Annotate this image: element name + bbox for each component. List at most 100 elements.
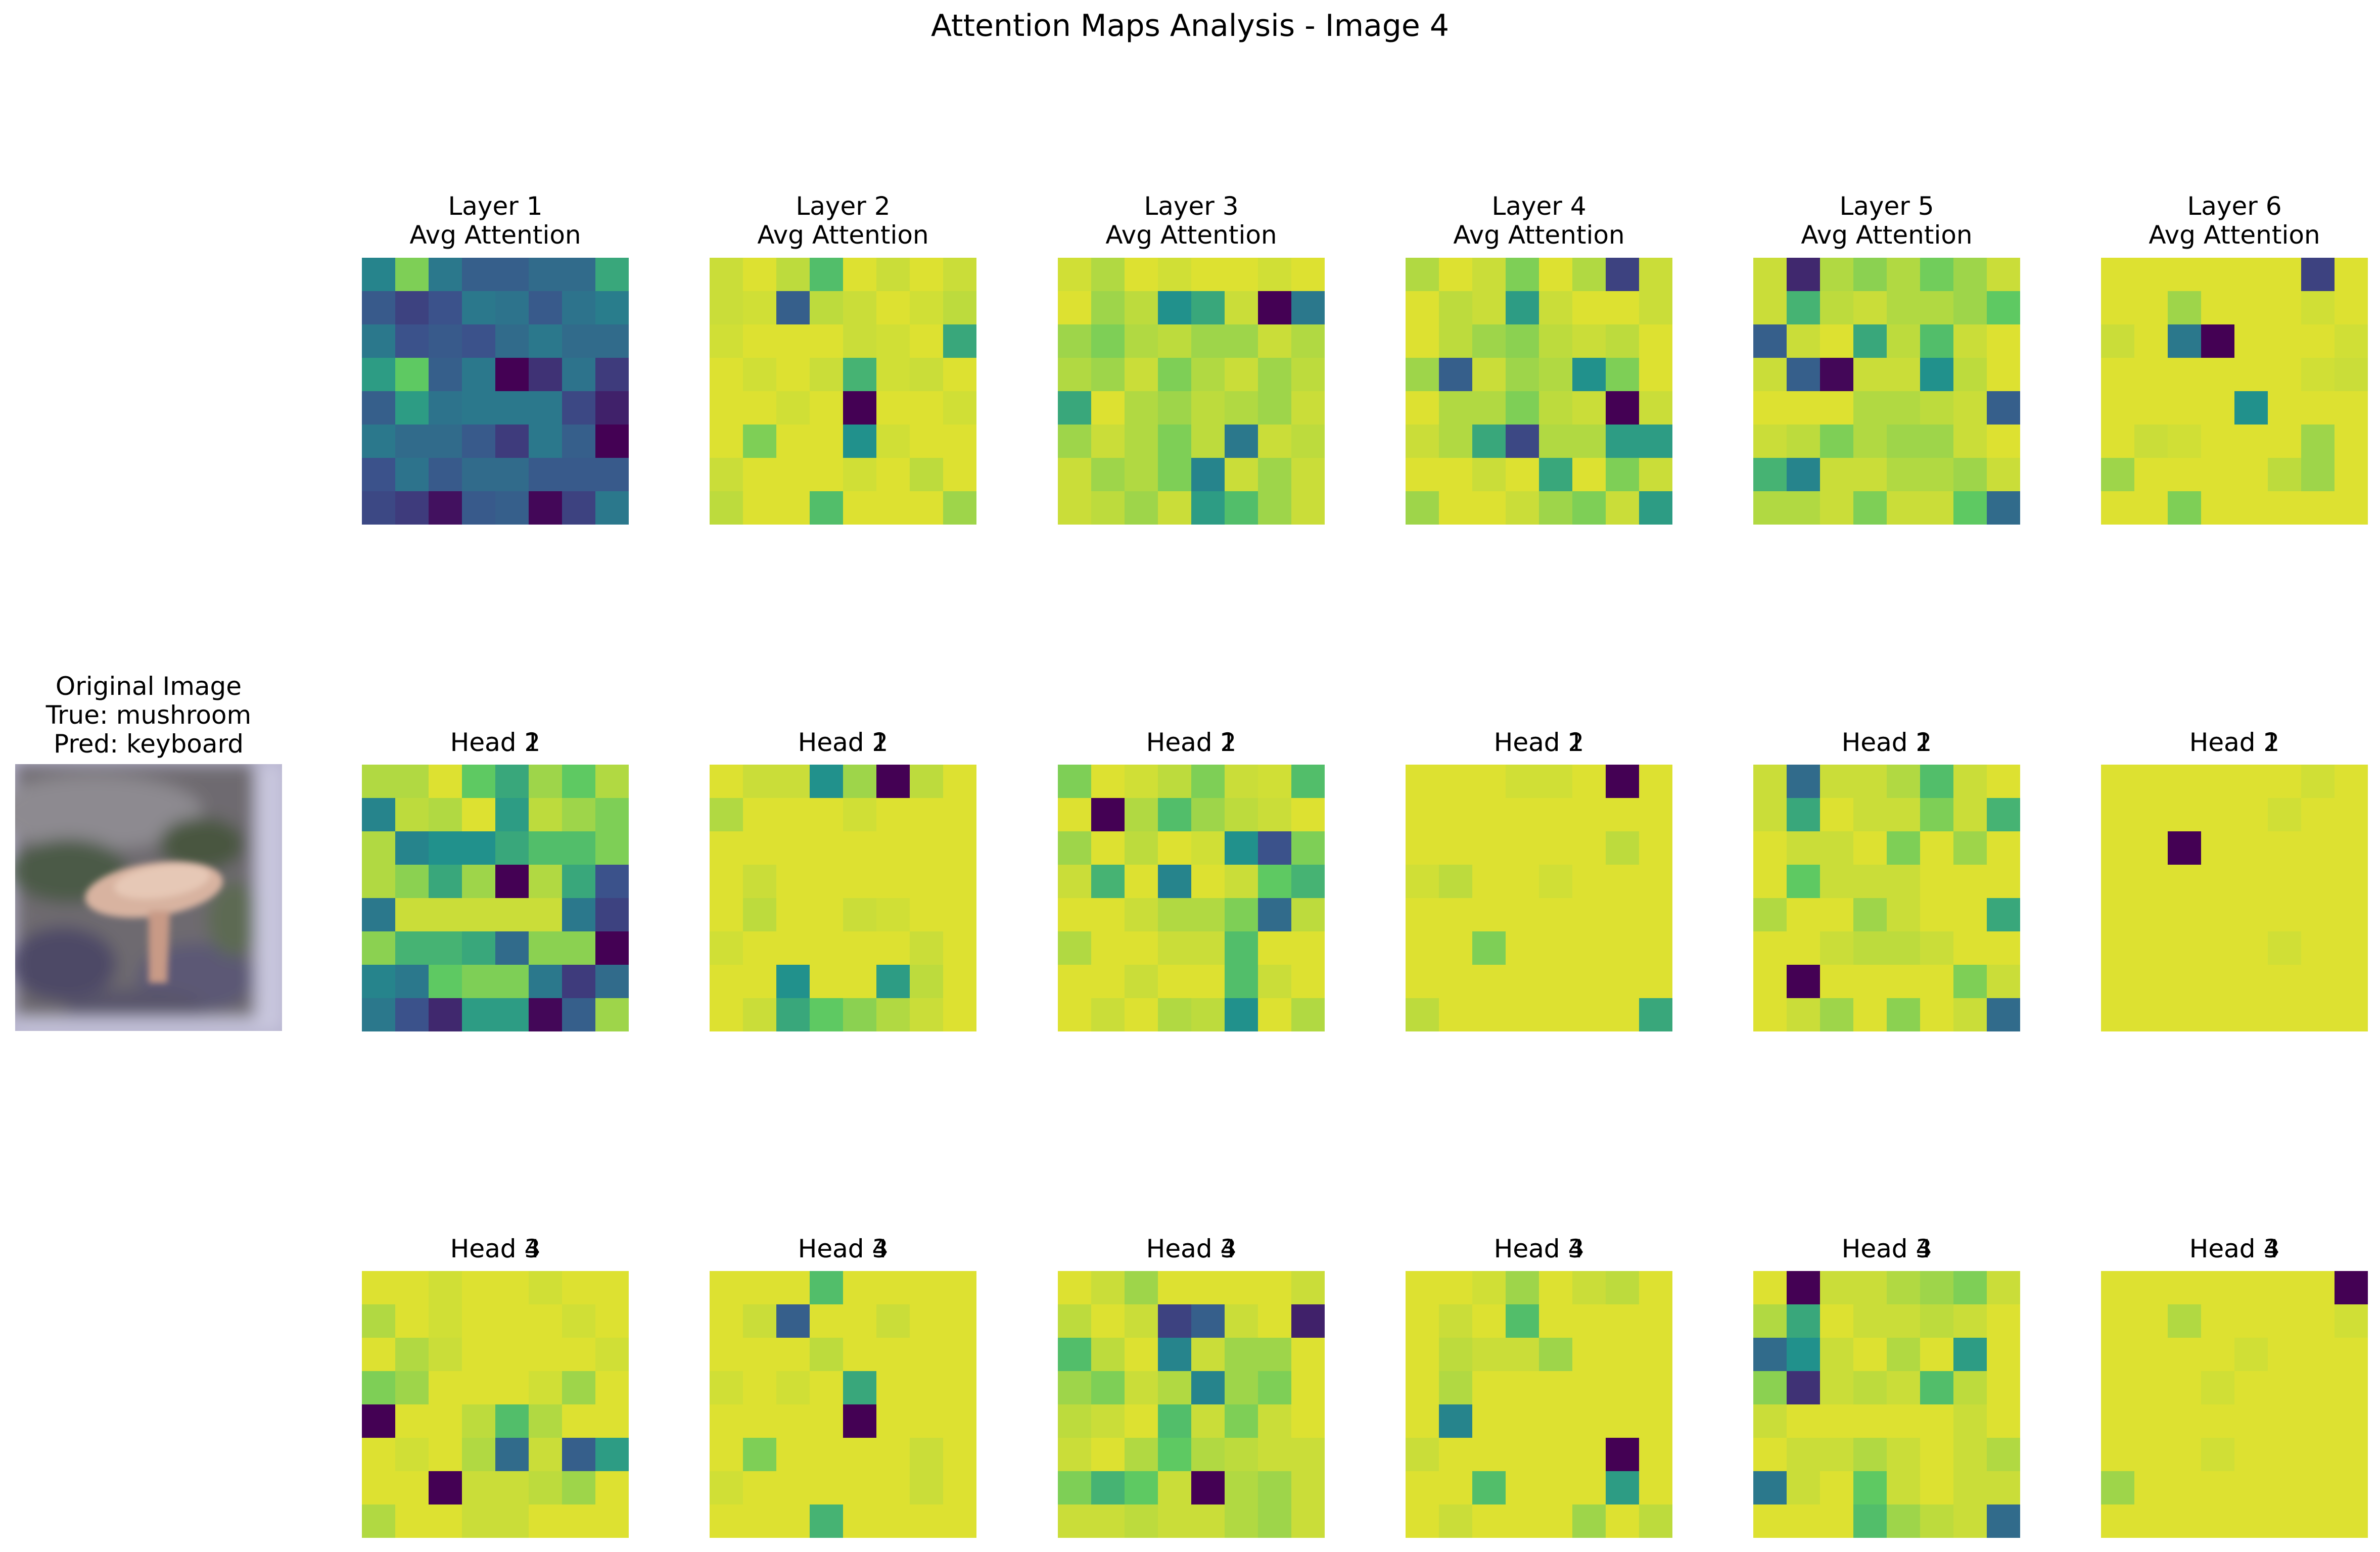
heatmap-cell (1920, 765, 1954, 799)
heatmap-cell (462, 765, 496, 799)
heatmap-cell (1406, 324, 1440, 359)
heatmap-cell (1439, 1338, 1473, 1372)
heatmap-cell (1291, 324, 1325, 359)
heatmap-cell (1953, 358, 1988, 392)
heatmap-cell (1820, 1371, 1854, 1405)
heatmap-cell (495, 258, 530, 292)
heatmap-cell (362, 898, 396, 932)
heatmap-cell (2335, 1471, 2368, 1506)
heatmap-cell (2201, 898, 2235, 932)
heatmap-cell (2335, 258, 2368, 292)
heatmap-r2-c1 (710, 1271, 976, 1538)
heatmap-cell (1125, 1404, 1159, 1439)
avg-attention-label: Avg Attention (757, 220, 929, 250)
heatmap-cell (1406, 998, 1440, 1031)
heatmap-cell (1406, 798, 1440, 832)
heatmap-cell (2201, 391, 2235, 426)
original-image-title: Original Image True: mushroom Pred: keyb… (0, 672, 305, 759)
heatmap-cell (1091, 458, 1126, 492)
heatmap-cell (1291, 291, 1325, 325)
heatmap-cell (1472, 1438, 1507, 1472)
heatmap-cell (1572, 931, 1607, 966)
heatmap-cell (1506, 798, 1540, 832)
heatmap-cell (2101, 1338, 2135, 1372)
heatmap-cell (2234, 998, 2269, 1031)
heatmap-cell (843, 865, 877, 899)
heatmap-cell (1506, 831, 1540, 866)
heatmap-cell (462, 491, 496, 525)
heatmap-cell (2234, 1471, 2269, 1506)
heatmap-cell (1920, 1338, 1954, 1372)
heatmap-cell (2201, 965, 2235, 999)
heatmap-r1-c0 (362, 765, 629, 1031)
heatmap-cell (1572, 1404, 1607, 1439)
heatmap-cell (429, 258, 463, 292)
heatmap-cell (1539, 831, 1573, 866)
heatmap-cell (2134, 425, 2169, 459)
heatmap-cell (843, 1471, 877, 1506)
heatmap-cell (1539, 1271, 1573, 1305)
heatmap-cell (1820, 1504, 1854, 1538)
heatmap-cell (2234, 391, 2269, 426)
heatmap-cell (1953, 765, 1988, 799)
heatmap-cell (2101, 965, 2135, 999)
heatmap-cell (776, 998, 811, 1031)
heatmap-cell (1572, 1371, 1607, 1405)
heatmap-cell (2234, 1404, 2269, 1439)
heatmap-cell (2134, 391, 2169, 426)
avg-attention-label: Avg Attention (1105, 220, 1277, 250)
head-label-b: Head 4 (1841, 1234, 1932, 1263)
heatmap-cell (1820, 391, 1854, 426)
heatmap-cell (529, 1504, 563, 1538)
heatmap-cell (1987, 391, 2020, 426)
heatmap-cell (1091, 258, 1126, 292)
heatmap-cell (776, 765, 811, 799)
heatmap-cell (1439, 1471, 1473, 1506)
heatmap-cell (2335, 425, 2368, 459)
heatmap-cell (1091, 965, 1126, 999)
heatmap-cell (462, 798, 496, 832)
heatmap-cell (595, 765, 629, 799)
heatmap-cell (1091, 798, 1126, 832)
heatmap-cell (1258, 291, 1292, 325)
heatmap-cell (529, 1338, 563, 1372)
heatmap-cell (1787, 965, 1821, 999)
heatmap-cell (1506, 1504, 1540, 1538)
layer-label: Layer 3 (1144, 192, 1239, 221)
heatmap-cell (710, 1304, 744, 1339)
heatmap-cell (2101, 998, 2135, 1031)
heatmap-cell (1853, 491, 1888, 525)
head-label-b: Head 2 (2189, 728, 2280, 757)
heatmap-cell (1258, 898, 1292, 932)
heatmap-cell (2301, 965, 2336, 999)
heatmap-cell (1125, 1504, 1159, 1538)
heatmap-cell (1406, 865, 1440, 899)
heatmap-cell (1091, 1338, 1126, 1372)
heatmap-cell (2234, 798, 2269, 832)
heatmap-cell (529, 965, 563, 999)
heatmap-cell (1406, 1404, 1440, 1439)
heatmap-cell (1506, 324, 1540, 359)
heatmap-cell (2101, 1304, 2135, 1339)
heatmap-cell (1225, 425, 1259, 459)
panel-title-r2-c4: Head 3 Head 4 (1730, 1235, 2043, 1263)
heatmap-cell (429, 1271, 463, 1305)
overlapping-head-labels: Head 1 Head 2 (450, 728, 540, 757)
heatmap-cell (876, 324, 911, 359)
heatmap-cell (1920, 1271, 1954, 1305)
heatmap-cell (462, 1271, 496, 1305)
heatmap-cell (2134, 458, 2169, 492)
heatmap-cell (810, 865, 844, 899)
heatmap-cell (2335, 1371, 2368, 1405)
heatmap-cell (1058, 258, 1092, 292)
heatmap-cell (1753, 798, 1788, 832)
heatmap-r2-c0 (362, 1271, 629, 1538)
heatmap-cell (1853, 1504, 1888, 1538)
heatmap-cell (495, 1371, 530, 1405)
heatmap-cell (495, 931, 530, 966)
heatmap-cell (743, 1404, 777, 1439)
heatmap-cell (1258, 1438, 1292, 1472)
heatmap-r0-c2 (1058, 258, 1325, 525)
heatmap-cell (876, 291, 911, 325)
heatmap-cell (1920, 1404, 1954, 1439)
